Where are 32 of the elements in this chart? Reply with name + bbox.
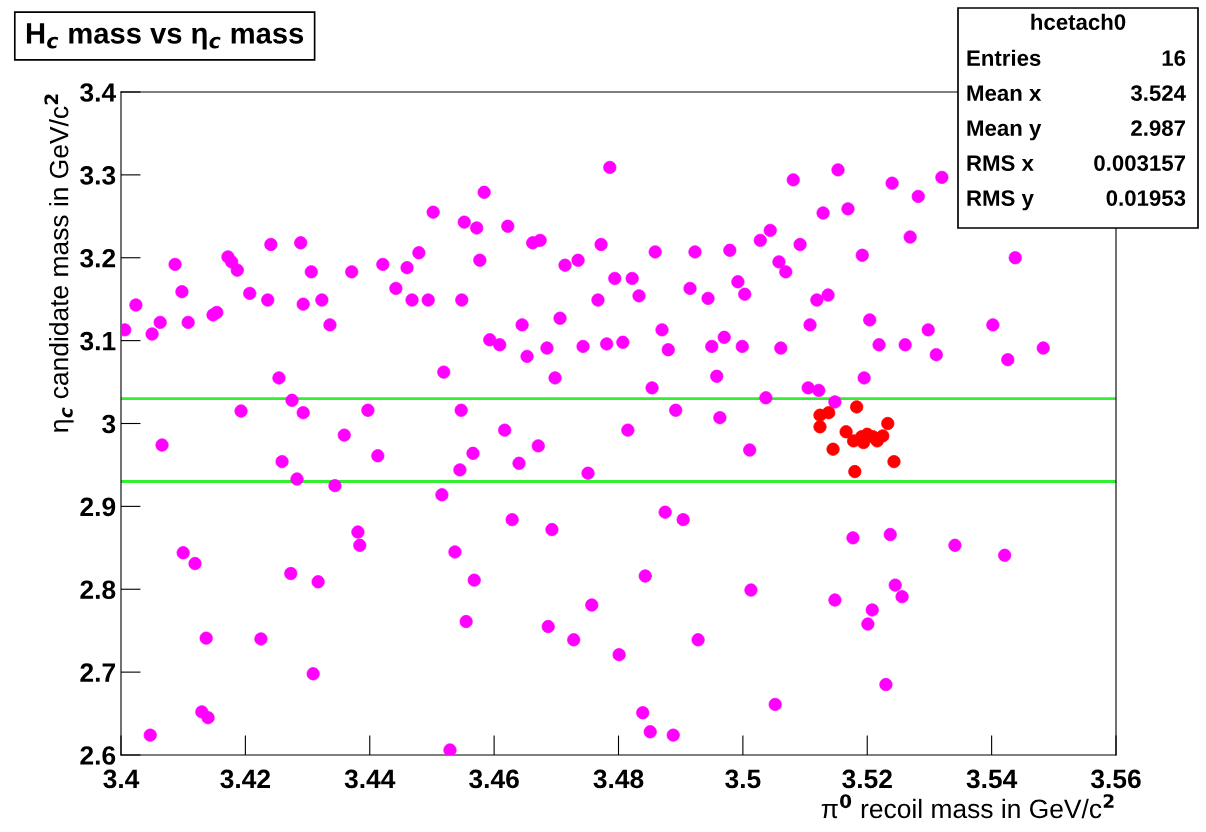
y-tick-label: 3.3: [80, 166, 116, 185]
annotation: Mean x: [967, 85, 1042, 101]
y-axis-title: η$_{c}$ candidate mass in GeV/c$^{2}$: [44, 94, 74, 432]
y-tick-label: 3.4: [80, 83, 116, 102]
x-tick-label: 3.56: [1090, 769, 1141, 789]
y-tick-label: 2.9: [80, 497, 116, 517]
x-tick-label: 3.48: [593, 769, 644, 789]
x-tick-label: 3.46: [469, 769, 519, 789]
text: hcetach0: [1031, 13, 1126, 30]
x-axis-title: π$^{0}$ recoil mass in GeV/c$^{2}$: [821, 794, 1114, 819]
text: Entries: [967, 49, 1041, 66]
x-tick-label: 3.44: [344, 769, 396, 789]
x-tick-label: 3.4: [103, 769, 140, 789]
y-tick-label: 3: [102, 414, 116, 434]
text: 16: [1162, 50, 1186, 66]
y-tick-label: 2.7: [80, 663, 115, 682]
x-tick-label: 3.42: [220, 769, 270, 789]
y-tick-label: 2.6: [80, 746, 116, 765]
text: 3.524: [1130, 85, 1186, 101]
annotation: 0.003157: [1094, 155, 1186, 171]
x-tick-label: 3.54: [966, 769, 1018, 789]
annotation: 0.01953: [1106, 190, 1186, 206]
x-tick-label: 3.5: [725, 769, 761, 789]
x-tick-label: 3.52: [842, 769, 892, 789]
text: 2.987: [1131, 120, 1186, 136]
annotation: RMS y: [967, 190, 1034, 211]
annotation: RMS x: [967, 155, 1034, 171]
annotation: Mean y: [967, 120, 1042, 141]
chart-title: H$_{c}$ mass vs η$_{c}$ mass: [26, 23, 304, 50]
y-tick-label: 3.2: [80, 248, 116, 268]
y-tick-label: 2.8: [80, 580, 116, 600]
y-tick-label: 3.1: [80, 331, 116, 351]
